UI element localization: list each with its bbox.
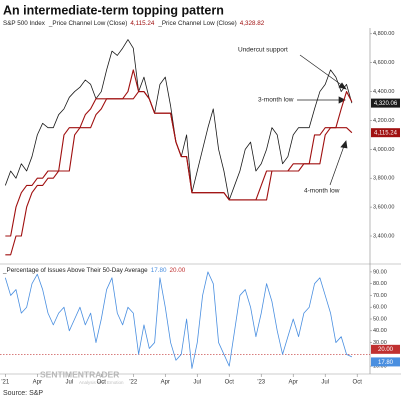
annotation: 3-month low xyxy=(258,97,294,104)
legend-value: 17.80 xyxy=(151,267,167,274)
y-tick-label: 10.00 xyxy=(373,364,387,370)
x-tick-label: Oct xyxy=(225,380,235,386)
y-tick-label: 4,000.00 xyxy=(373,147,394,153)
value-box xyxy=(371,357,400,367)
legend-value: 4,115.24 xyxy=(130,20,155,27)
y-tick-label: 3,800.00 xyxy=(373,176,394,182)
legend-name: _Price Channel Low (Close) xyxy=(157,20,236,27)
y-tick-label: 60.00 xyxy=(373,305,387,311)
logo: SENTIMENTRADER xyxy=(40,369,119,379)
annotation: 4-month low xyxy=(304,188,340,195)
x-tick-label: Oct xyxy=(353,380,363,386)
y-tick-label: 3,600.00 xyxy=(373,205,394,211)
legend-name: S&P 500 Index xyxy=(3,20,46,27)
value-box-label: 4,320.06 xyxy=(374,101,398,107)
legend-name: _Percentage of Issues Above Their 50-Day… xyxy=(2,267,148,274)
y-tick-label: 50.00 xyxy=(373,316,387,322)
arrows xyxy=(297,54,348,186)
x-tick-label: Jul xyxy=(65,380,73,386)
value-box xyxy=(371,344,400,354)
arrow-head xyxy=(338,96,346,104)
y-tick-label: 90.00 xyxy=(373,269,387,275)
x-tick-label: '23 xyxy=(257,380,265,386)
x-tick-label: Apr xyxy=(33,380,42,386)
legend: S&P 500 Index _Price Channel Low (Close) 4… xyxy=(3,20,265,27)
y-tick-label: 4,800.00 xyxy=(373,31,394,37)
arrow xyxy=(329,145,345,186)
y-tick-label: 4,600.00 xyxy=(373,60,394,66)
y-tick-label: 80.00 xyxy=(373,281,387,287)
legend-value: 20.00 xyxy=(169,267,185,274)
logo-tagline: Analysis over Emotion xyxy=(79,380,124,385)
legend: _Percentage of Issues Above Their 50-Day… xyxy=(2,267,186,274)
arrow-head xyxy=(340,140,348,149)
y-tick-label: 4,400.00 xyxy=(373,89,394,95)
legend-name: _Price Channel Low (Close) xyxy=(48,20,127,27)
series-line xyxy=(4,271,353,369)
x-tick-label: Oct xyxy=(97,380,107,386)
y-tick-label: 4,200.00 xyxy=(373,118,394,124)
value-box xyxy=(371,98,400,108)
series-line xyxy=(5,69,353,237)
y-tick-label: 30.00 xyxy=(373,340,387,346)
legend-value: 4,328.82 xyxy=(240,20,265,27)
x-tick-label: Jul xyxy=(321,380,329,386)
x-tick-label: Apr xyxy=(161,380,170,386)
y-tick-label: 3,400.00 xyxy=(373,233,394,239)
value-box xyxy=(371,128,400,138)
value-box-label: 17.80 xyxy=(378,360,394,366)
x-tick-label: Jul xyxy=(193,380,201,386)
chart-title: An intermediate-term topping pattern xyxy=(3,3,224,17)
source: Source: S&P xyxy=(3,390,43,397)
y-tick-label: 70.00 xyxy=(373,293,387,299)
x-tick-label: Apr xyxy=(289,380,298,386)
arrow xyxy=(299,54,344,87)
value-box-label: 4,115.24 xyxy=(374,131,398,137)
y-tick-label: 40.00 xyxy=(373,328,387,334)
x-tick-label: '22 xyxy=(129,380,137,386)
x-tick-label: '21 xyxy=(1,380,9,386)
annotation: Undercut support xyxy=(238,47,288,54)
annotations: Undercut support 3-month low 4-month low xyxy=(238,47,340,195)
value-box-label: 20.00 xyxy=(378,347,394,353)
